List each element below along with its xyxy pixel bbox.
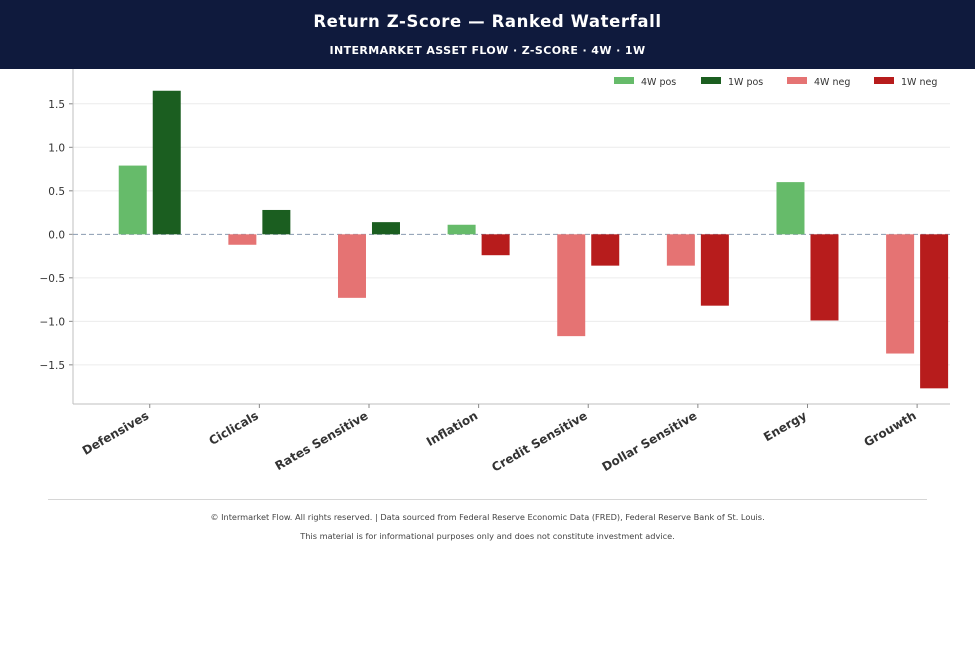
x-tick-label: Grouwth	[861, 408, 918, 449]
bar-4w	[447, 224, 476, 235]
y-tick-label: 1.5	[48, 99, 65, 111]
waterfall-chart: 1.5 1.0 0.5 0.0 −0.5 −1.0 −1.5 Defensives Ciclic…	[40, 69, 950, 475]
bar-1w	[810, 234, 839, 321]
bar-4w	[666, 234, 695, 266]
bar-1w	[152, 90, 181, 235]
bar-4w	[337, 234, 366, 298]
bar-4w	[118, 165, 147, 235]
y-tick-label: −0.5	[40, 273, 66, 285]
footer-disclaimer: This material is for informational purpo…	[300, 531, 675, 541]
legend-swatch	[787, 77, 807, 84]
y-tick-label: 1.0	[48, 142, 65, 154]
bar-4w	[557, 234, 586, 337]
x-tick-label: Dollar Sensitive	[600, 408, 700, 474]
x-tick-label: Ciclicals	[206, 408, 260, 447]
legend: 4W pos 1W pos 4W neg 1W neg	[614, 77, 937, 88]
legend-label: 1W pos	[728, 77, 763, 88]
bar-1w	[700, 234, 729, 306]
footer-copyright: © Intermarket Flow. All rights reserved.…	[210, 512, 765, 522]
chart-subtitle: INTERMARKET ASSET FLOW · Z-SCORE · 4W · …	[329, 44, 646, 57]
grid-layer	[73, 103, 950, 366]
x-tick-label: Defensives	[80, 408, 151, 457]
x-tick-label: Credit Sensitive	[489, 408, 589, 474]
legend-swatch	[701, 77, 721, 84]
chart-title: Return Z-Score — Ranked Waterfall	[313, 12, 662, 31]
x-tick-label: Inflation	[424, 408, 480, 448]
x-tick-label: Energy	[761, 408, 809, 444]
bar-4w	[776, 182, 805, 235]
legend-swatch	[614, 77, 634, 84]
bar-layer	[118, 90, 949, 389]
legend-swatch	[874, 77, 894, 84]
bar-4w	[886, 234, 915, 354]
legend-label: 4W pos	[641, 77, 676, 88]
bar-1w	[262, 209, 291, 235]
bar-1w	[371, 222, 400, 235]
y-tick-label: −1.0	[40, 316, 66, 328]
x-tick-label: Rates Sensitive	[273, 408, 371, 473]
bar-1w	[481, 234, 510, 256]
legend-label: 4W neg	[814, 77, 850, 88]
footer-divider	[48, 499, 927, 500]
y-tick-label: 0.5	[48, 186, 65, 198]
y-tick-label: −1.5	[40, 360, 66, 372]
chart-header: Return Z-Score — Ranked Waterfall INTERM…	[0, 0, 975, 69]
legend-label: 1W neg	[901, 77, 937, 88]
bar-1w	[591, 234, 620, 266]
bar-4w	[228, 234, 257, 245]
bar-1w	[920, 234, 949, 389]
y-tick-label: 0.0	[48, 229, 65, 241]
